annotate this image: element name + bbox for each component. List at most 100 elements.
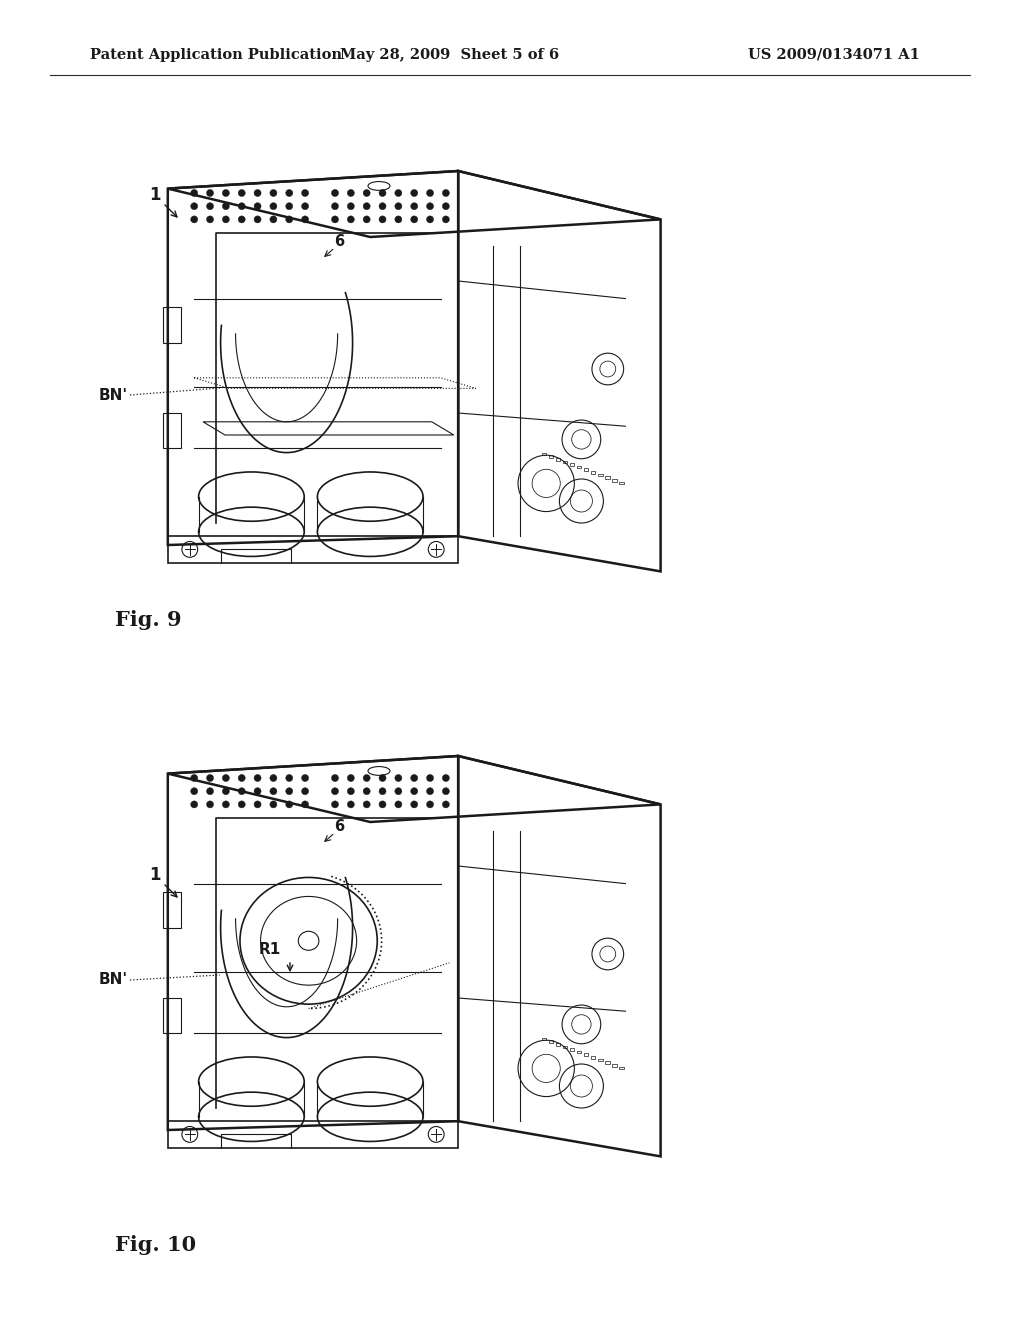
Bar — [598, 474, 602, 477]
Circle shape — [379, 216, 386, 223]
Bar — [584, 469, 589, 471]
Circle shape — [364, 775, 371, 781]
Circle shape — [222, 216, 229, 223]
Circle shape — [379, 190, 386, 197]
Text: BN': BN' — [99, 973, 128, 987]
Circle shape — [301, 203, 308, 210]
Text: 6: 6 — [335, 234, 344, 249]
Circle shape — [190, 203, 198, 210]
Circle shape — [270, 216, 276, 223]
Bar — [612, 1064, 616, 1067]
Bar — [591, 1056, 596, 1059]
Circle shape — [239, 788, 245, 795]
Circle shape — [332, 801, 339, 808]
Circle shape — [442, 775, 450, 781]
Circle shape — [222, 775, 229, 781]
Bar — [605, 1061, 609, 1064]
Bar — [542, 453, 546, 455]
Circle shape — [395, 801, 401, 808]
Circle shape — [427, 788, 433, 795]
Circle shape — [239, 216, 245, 223]
Circle shape — [427, 216, 433, 223]
Circle shape — [254, 775, 261, 781]
Circle shape — [442, 788, 450, 795]
Circle shape — [239, 203, 245, 210]
Circle shape — [347, 788, 354, 795]
Circle shape — [395, 788, 401, 795]
Circle shape — [286, 775, 293, 781]
Circle shape — [190, 801, 198, 808]
Circle shape — [332, 775, 339, 781]
Circle shape — [411, 203, 418, 210]
Circle shape — [301, 190, 308, 197]
Circle shape — [332, 788, 339, 795]
Circle shape — [301, 775, 308, 781]
Circle shape — [286, 190, 293, 197]
Circle shape — [332, 216, 339, 223]
Text: 6: 6 — [335, 818, 344, 834]
Bar — [591, 471, 596, 474]
Text: US 2009/0134071 A1: US 2009/0134071 A1 — [749, 48, 920, 62]
Circle shape — [411, 216, 418, 223]
Circle shape — [254, 203, 261, 210]
Circle shape — [395, 216, 401, 223]
Bar — [605, 477, 609, 479]
Bar — [577, 1051, 582, 1053]
Bar — [556, 458, 560, 461]
Bar — [598, 1059, 602, 1061]
Circle shape — [364, 216, 371, 223]
Bar — [549, 1040, 553, 1043]
Circle shape — [190, 788, 198, 795]
Circle shape — [270, 203, 276, 210]
Circle shape — [442, 216, 450, 223]
Circle shape — [207, 190, 214, 197]
Circle shape — [286, 788, 293, 795]
Circle shape — [190, 216, 198, 223]
Circle shape — [190, 775, 198, 781]
Circle shape — [286, 801, 293, 808]
Circle shape — [207, 775, 214, 781]
Circle shape — [395, 203, 401, 210]
Circle shape — [411, 190, 418, 197]
Circle shape — [301, 801, 308, 808]
Circle shape — [286, 203, 293, 210]
Circle shape — [222, 788, 229, 795]
Circle shape — [270, 801, 276, 808]
Circle shape — [254, 788, 261, 795]
Circle shape — [332, 190, 339, 197]
Bar — [556, 1043, 560, 1045]
Bar — [577, 466, 582, 469]
Circle shape — [364, 203, 371, 210]
Text: Fig. 10: Fig. 10 — [115, 1236, 197, 1255]
Bar — [620, 482, 624, 484]
Circle shape — [347, 801, 354, 808]
Circle shape — [347, 216, 354, 223]
Circle shape — [427, 801, 433, 808]
Circle shape — [395, 190, 401, 197]
Text: R1: R1 — [259, 942, 282, 957]
Bar — [570, 463, 574, 466]
Bar — [620, 1067, 624, 1069]
Circle shape — [222, 190, 229, 197]
Circle shape — [301, 788, 308, 795]
Circle shape — [411, 801, 418, 808]
Circle shape — [364, 801, 371, 808]
Circle shape — [379, 788, 386, 795]
Circle shape — [379, 775, 386, 781]
Circle shape — [379, 203, 386, 210]
Circle shape — [286, 216, 293, 223]
Circle shape — [442, 203, 450, 210]
Circle shape — [411, 775, 418, 781]
Circle shape — [427, 190, 433, 197]
Circle shape — [364, 190, 371, 197]
Circle shape — [442, 801, 450, 808]
Bar — [563, 1045, 567, 1048]
Text: BN': BN' — [99, 388, 128, 403]
Circle shape — [270, 788, 276, 795]
Circle shape — [270, 190, 276, 197]
Text: 1: 1 — [150, 866, 161, 884]
Circle shape — [254, 216, 261, 223]
Circle shape — [270, 775, 276, 781]
Circle shape — [190, 190, 198, 197]
Bar — [549, 455, 553, 458]
